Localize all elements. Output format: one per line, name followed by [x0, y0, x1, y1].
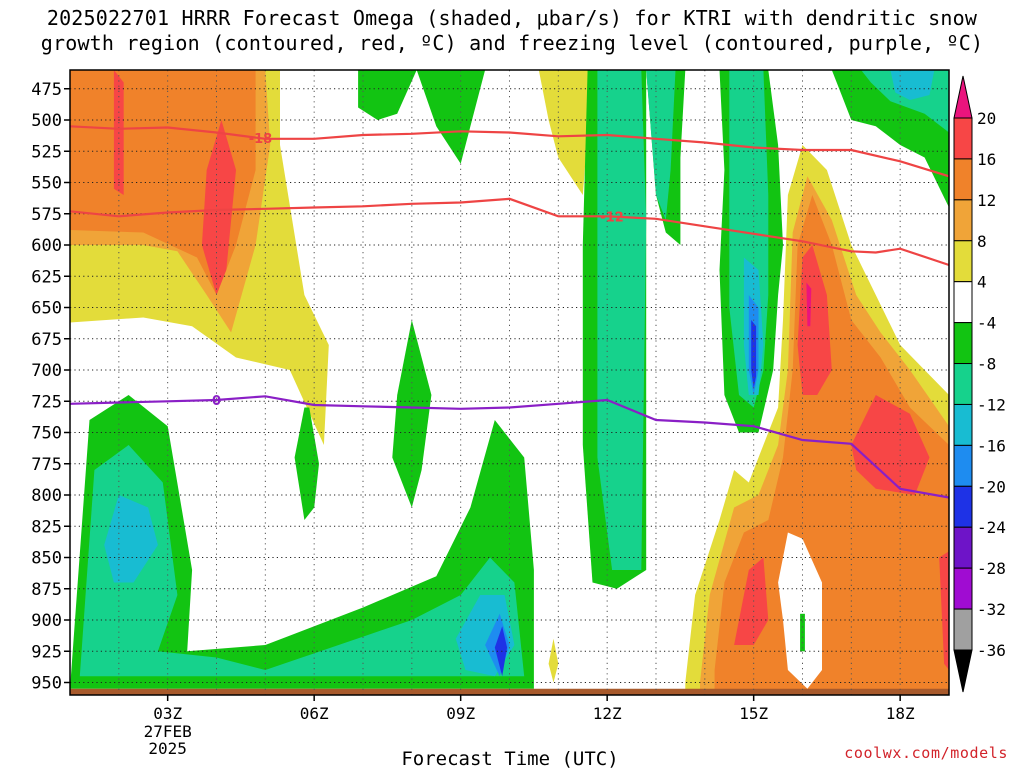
omega-region-13: [358, 70, 417, 120]
contour-line-2: [70, 395, 949, 499]
chart-title-line2: growth region (contoured, red, ºC) and f…: [40, 31, 984, 55]
omega-region-4: [201, 120, 236, 295]
y-tick-label: 475: [31, 80, 62, 100]
omega-region-14: [416, 70, 486, 164]
plot-frame: [69, 69, 950, 696]
x-tick-label: 09Z: [446, 704, 475, 723]
x-axis-label: Forecast Time (UTC): [401, 748, 618, 768]
plot-contours: -18 -12 0: [70, 125, 949, 499]
chart-title-line1: 2025022701 HRRR Forecast Omega (shaded, …: [46, 6, 978, 30]
y-tick-label: 500: [31, 111, 62, 131]
contour-label-2: 0: [212, 394, 221, 409]
omega-region-36: [806, 282, 812, 327]
omega-region-35: [939, 551, 949, 670]
y-tick-label: 800: [31, 486, 62, 506]
colorbar-top-arrow: [953, 75, 973, 119]
y-tick-label: 750: [31, 424, 62, 444]
omega-region-11: [538, 70, 593, 195]
colorbar-swatch: [953, 608, 973, 651]
y-tick-label: 825: [31, 517, 62, 537]
colorbar-swatch: [953, 567, 973, 610]
colorbar-bottom-arrow: [953, 649, 973, 693]
omega-region-31: [714, 195, 949, 695]
contour-label-1: -12: [600, 211, 624, 226]
y-axis: 475 500 525 550 575 600 625 650 675 700 725 750 775 8…: [31, 80, 70, 694]
y-tick-label: 550: [31, 174, 62, 194]
y-tick-label: 950: [31, 674, 62, 694]
colorbar-swatch: [953, 240, 973, 283]
omega-region-12: [548, 638, 559, 683]
colorbar-label: -32: [977, 600, 1006, 619]
y-tick-label: 700: [31, 361, 62, 381]
y-tick-label: 775: [31, 455, 62, 475]
x-tick-label: 06Z: [300, 704, 329, 723]
contour-line-1: [70, 197, 949, 267]
omega-region-10: [494, 626, 508, 677]
y-tick-label: 650: [31, 299, 62, 319]
colorbar-label: 12: [977, 191, 996, 210]
colorbar-swatch: [953, 158, 973, 201]
colorbar-swatch: [953, 444, 973, 487]
y-tick-label: 925: [31, 642, 62, 662]
colorbar-label: -16: [977, 436, 1006, 455]
colorbar-label: -28: [977, 559, 1006, 578]
colorbar-swatch: [953, 403, 973, 446]
colorbar-swatch: [953, 526, 973, 569]
colorbar-swatch: [953, 322, 973, 365]
y-tick-label: 850: [31, 549, 62, 569]
colorbar-label: 8: [977, 232, 987, 251]
y-tick-label: 875: [31, 580, 62, 600]
y-tick-label: 625: [31, 267, 62, 287]
omega-region-28: [890, 70, 935, 100]
x-tick-label: 03Z: [153, 704, 182, 723]
omega-region-37: [778, 532, 822, 689]
y-tick-label: 600: [31, 236, 62, 256]
x-tick-sublabel: 27FEB: [144, 722, 192, 741]
x-tick-label: 18Z: [886, 704, 915, 723]
colorbar-label: -8: [977, 355, 996, 374]
omega-region-15: [294, 407, 319, 520]
omega-region-34: [851, 395, 930, 495]
colorbar-swatch: [953, 485, 973, 528]
y-tick-label: 675: [31, 330, 62, 350]
omega-region-5: [70, 395, 534, 689]
colorbar-label: 20: [977, 109, 996, 128]
colorbar-swatch: [953, 117, 973, 160]
y-tick-label: 725: [31, 392, 62, 412]
colorbar-label: -4: [977, 314, 996, 333]
colorbar-swatch: [953, 363, 973, 405]
x-tick-label: 12Z: [593, 704, 622, 723]
colorbar-label: -24: [977, 518, 1006, 537]
omega-region-20: [646, 70, 676, 220]
chart-title: 2025022701 HRRR Forecast Omega (shaded, …: [0, 6, 1024, 56]
omega-region-32: [734, 557, 769, 645]
contour-label-0: -18: [249, 132, 273, 147]
colorbar-label: -12: [977, 395, 1006, 414]
y-tick-label: 575: [31, 205, 62, 225]
colorbar: 20 16 12 8 4 -4 -8 -12 -16 -20 -24 -28 -32 -36: [953, 75, 1006, 693]
colorbar-label: 16: [977, 150, 996, 169]
omega-region-25: [751, 320, 757, 389]
colorbar-swatch: [953, 281, 973, 324]
y-tick-label: 900: [31, 611, 62, 631]
colorbar-swatch: [953, 199, 973, 242]
colorbar-label: -36: [977, 641, 1006, 660]
watermark: coolwx.com/models: [844, 744, 1008, 762]
colorbar-label: 4: [977, 273, 987, 292]
x-tick-label: 15Z: [739, 704, 768, 723]
colorbar-label: -20: [977, 477, 1006, 496]
x-tick-sublabel: 2025: [148, 739, 187, 758]
omega-region-33: [797, 245, 832, 395]
omega-region-18: [597, 70, 647, 570]
ground-band: [70, 688, 949, 695]
y-tick-label: 525: [31, 142, 62, 162]
plot-grid: [70, 70, 949, 695]
contour-line-0: [70, 125, 949, 178]
omega-region-7: [104, 495, 158, 583]
